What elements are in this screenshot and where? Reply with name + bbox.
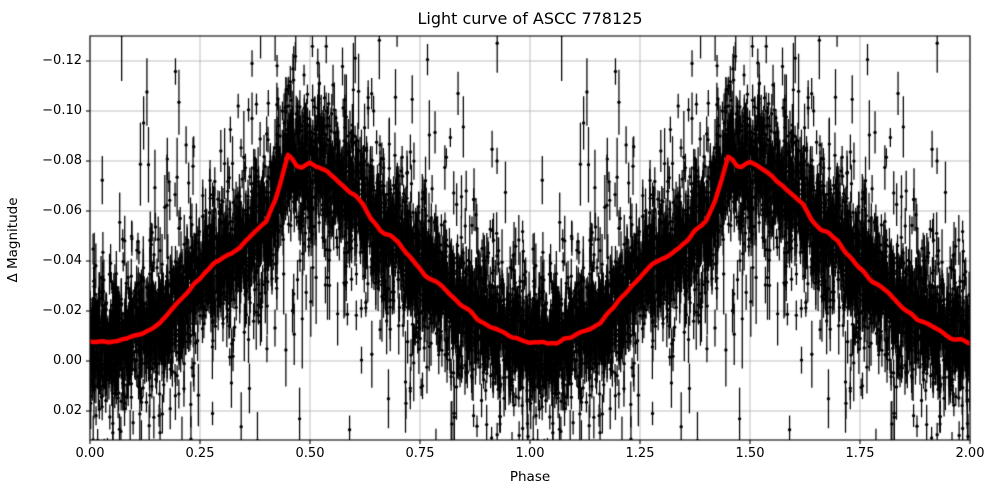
y-tick-label: 0.00: [53, 353, 82, 368]
y-tick-label: 0.02: [53, 403, 82, 418]
chart-title: Light curve of ASCC 778125: [417, 9, 643, 28]
x-tick-label: 1.00: [515, 446, 545, 461]
y-tick-label: −0.10: [42, 103, 82, 118]
x-tick-label: 0.00: [75, 446, 105, 461]
y-axis-label: Δ Magnitude: [5, 197, 21, 283]
x-tick-label: 0.50: [295, 446, 325, 461]
y-tick-label: −0.02: [42, 303, 82, 318]
x-axis-label: Phase: [509, 469, 551, 485]
x-tick-label: 0.75: [405, 446, 435, 461]
y-tick-label: −0.06: [42, 203, 82, 218]
x-tick-label: 2.00: [955, 446, 985, 461]
x-tick-label: 1.50: [735, 446, 765, 461]
y-tick-label: −0.04: [42, 253, 82, 268]
x-tick-label: 0.25: [185, 446, 215, 461]
y-tick-label: −0.12: [42, 53, 82, 68]
y-tick-label: −0.08: [42, 153, 82, 168]
x-tick-label: 1.75: [845, 446, 875, 461]
x-tick-label: 1.25: [625, 446, 655, 461]
